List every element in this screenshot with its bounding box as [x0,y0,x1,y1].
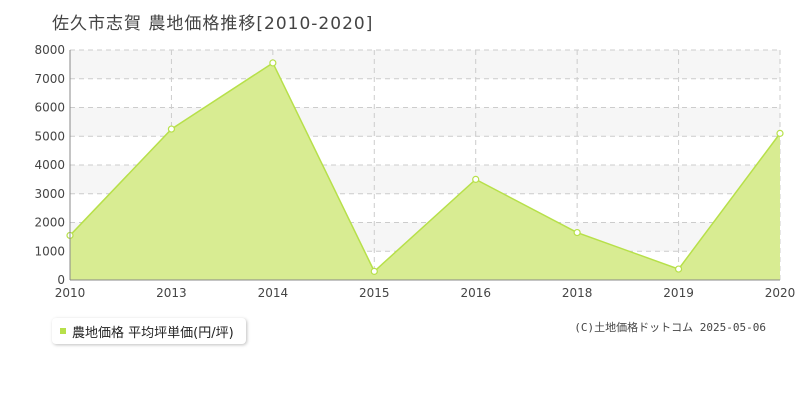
data-points [66,59,784,275]
axes [69,50,780,281]
data-point [472,175,480,183]
plot-band [70,50,780,79]
legend: 農地価格 平均坪単価(円/坪) [52,318,246,344]
chart-title: 佐久市志賀 農地価格推移[2010-2020] [52,14,374,34]
y-tick-label: 5000 [34,129,65,143]
x-tick-label: 2010 [55,286,86,300]
y-tick-label: 6000 [34,101,65,115]
y-tick-labels: 0 1000 2000 3000 4000 5000 6000 7000 8000 [34,43,65,287]
data-point [167,125,176,133]
copyright-text: (C)土地価格ドットコム 2025-05-06 [574,321,766,334]
legend-label: 農地価格 平均坪単価(円/坪) [72,325,234,341]
series-line [69,61,781,273]
x-tick-label: 2019 [663,286,694,300]
legend-swatch [60,328,66,334]
x-tick-label: 2015 [359,286,390,300]
plot-band [70,78,780,108]
x-tick-label: 2014 [258,286,289,300]
data-point [370,267,378,275]
y-tick-label: 3000 [34,187,65,201]
y-tick-label: 1000 [34,244,65,258]
series-area [70,62,780,280]
area-series [69,61,781,280]
data-point [776,129,784,137]
data-point [573,228,581,237]
y-tick-label: 0 [57,273,65,287]
x-tick-label: 2020 [765,286,796,300]
data-point [674,265,683,273]
y-tick-label: 4000 [34,158,65,172]
x-tick-labels: 2010 2013 2014 2015 2016 2018 2019 2020 [55,286,796,300]
x-tick-label: 2016 [460,286,491,300]
y-tick-label: 7000 [34,72,65,86]
y-tick-label: 8000 [34,43,65,57]
y-tick-label: 2000 [34,216,65,230]
x-tick-label: 2013 [156,286,187,300]
x-tick-label: 2018 [562,286,593,300]
data-point [269,59,277,67]
